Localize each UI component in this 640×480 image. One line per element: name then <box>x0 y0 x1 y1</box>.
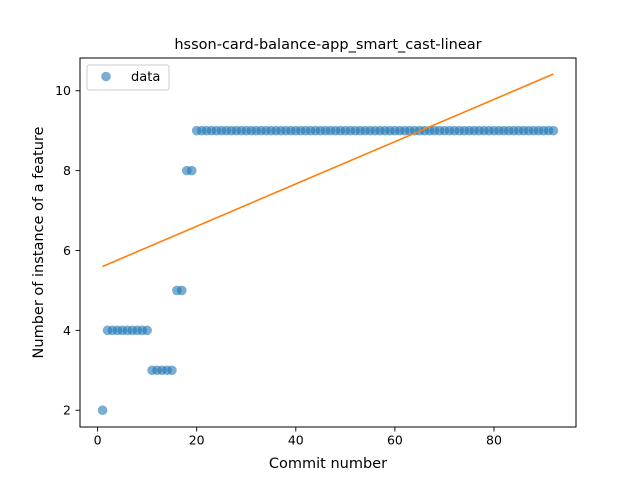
x-tick-label: 0 <box>94 433 102 448</box>
data-point <box>548 125 559 136</box>
legend-box <box>86 64 170 91</box>
x-tick-label: 80 <box>486 433 502 448</box>
data-point <box>142 325 152 336</box>
x-tick-label: 40 <box>288 433 304 448</box>
data-point <box>97 405 108 416</box>
x-tick-label: 60 <box>387 433 403 448</box>
y-tick-label: 4 <box>63 323 71 338</box>
axes-frame <box>79 57 577 428</box>
data-point <box>167 365 177 376</box>
y-axis: 2 4 6 8 10 <box>55 83 80 418</box>
y-tick-label: 6 <box>63 243 71 258</box>
y-tick-label: 8 <box>63 163 71 178</box>
x-axis-label: Commit number <box>269 456 387 472</box>
y-tick-label: 10 <box>55 83 71 98</box>
chart-title: hsson-card-balance-app_smart_cast-linear <box>174 37 481 53</box>
x-axis: 0 20 40 60 80 <box>94 427 502 448</box>
y-tick-label: 2 <box>63 403 71 418</box>
y-axis-label: Number of instance of a feature <box>31 126 47 358</box>
x-tick-label: 20 <box>189 433 205 448</box>
fit-line <box>102 73 554 268</box>
legend-marker-data <box>101 71 111 82</box>
legend-entry-data: data <box>131 70 160 85</box>
legend: data <box>86 64 170 91</box>
data-point <box>177 285 187 296</box>
data-point <box>186 165 197 176</box>
plot-area <box>97 73 559 416</box>
